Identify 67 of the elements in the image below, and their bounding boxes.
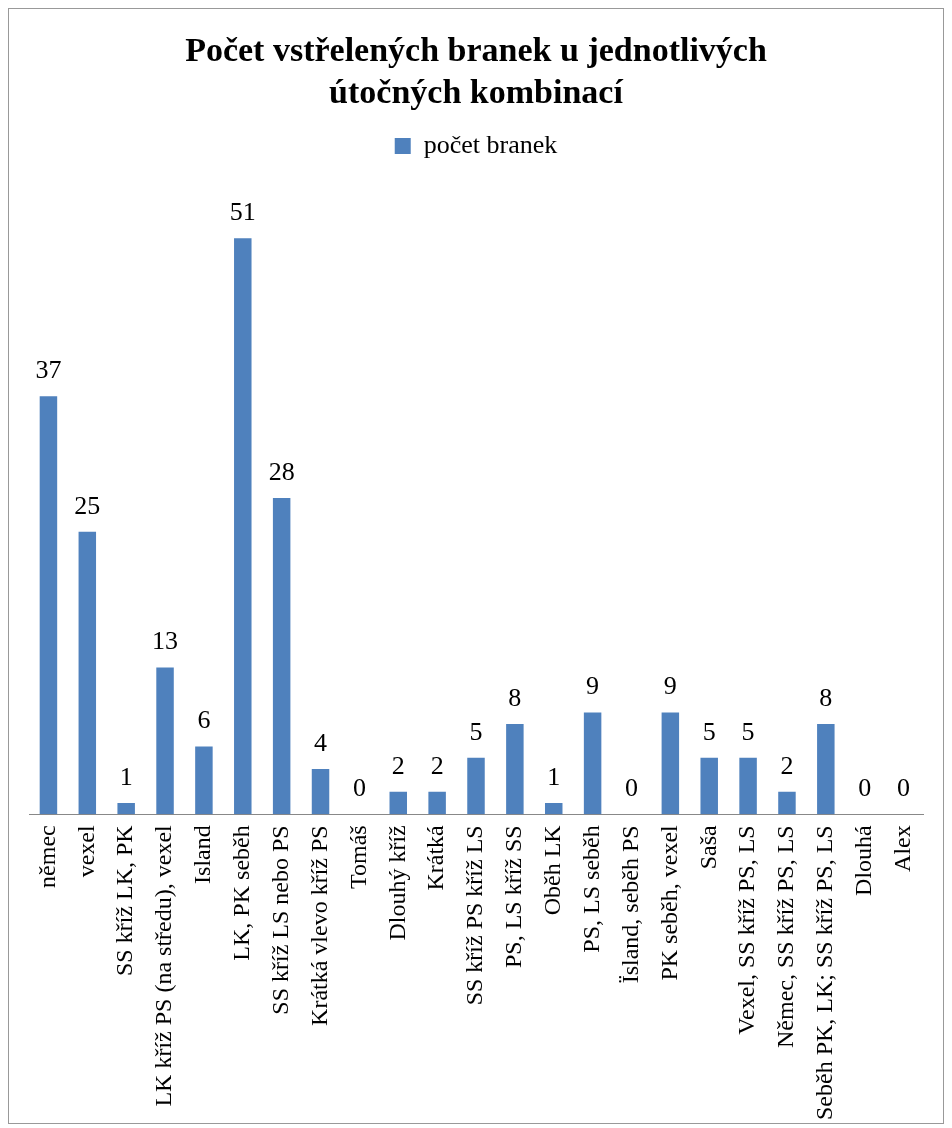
x-tick-label: PS, LS seběh <box>577 825 604 953</box>
x-tick-label: Seběh PK, LK; SS kříž PS, LS <box>811 825 838 1120</box>
x-tick-label: Krátká <box>422 824 449 891</box>
x-tick-label: Island <box>189 825 216 884</box>
bar <box>389 791 408 815</box>
data-label: 5 <box>469 716 483 746</box>
x-tick-label: Oběh LK <box>539 824 566 916</box>
bar <box>234 238 252 815</box>
x-tick-label: Saša <box>694 824 721 870</box>
x-tick-label: Dlouhý kříž <box>383 825 410 941</box>
bar <box>661 712 680 815</box>
data-label: 51 <box>229 196 256 226</box>
x-tick-label: Tomáš <box>344 825 371 889</box>
data-label: 8 <box>508 682 522 712</box>
data-label: 2 <box>391 750 405 780</box>
data-label: 9 <box>663 671 677 701</box>
bar <box>311 769 330 815</box>
data-label: 0 <box>897 773 911 803</box>
x-tick-label: Dlouhá <box>849 824 876 896</box>
bar <box>778 791 796 815</box>
data-label: 13 <box>152 626 179 656</box>
data-label: 28 <box>268 456 295 486</box>
x-tick-label: němec <box>33 825 60 888</box>
data-label: 25 <box>74 490 101 520</box>
data-label: 4 <box>314 727 328 757</box>
data-label: 0 <box>858 773 872 803</box>
x-tick-label: SS kříž PS kříž LS <box>461 825 488 1006</box>
data-label: 2 <box>780 750 794 780</box>
bar <box>156 667 174 815</box>
data-label: 0 <box>624 773 638 803</box>
chart-title: Počet vstřelených branek u jednotlivých útočných kombinací <box>184 30 768 112</box>
x-tick-label: Ïsland, seběh PS <box>616 825 643 984</box>
bar <box>544 803 563 815</box>
bar <box>428 791 446 815</box>
data-label: 5 <box>702 716 716 746</box>
data-label: 8 <box>819 682 833 712</box>
x-tick-label: SS kříž LK, PK <box>111 824 138 976</box>
bar <box>78 531 97 815</box>
bar <box>739 757 757 815</box>
data-label: 0 <box>352 773 366 803</box>
x-tick-label: LK, PK seběh <box>228 825 255 961</box>
x-tick-label: SS kříž LS nebo PS <box>266 825 293 1015</box>
bar <box>817 723 835 815</box>
bar <box>506 723 524 815</box>
bar <box>467 757 485 815</box>
bar <box>272 497 291 815</box>
x-tick-label: vexel <box>72 824 99 878</box>
x-tick-label: Němec, SS kříž PS, LS <box>772 825 799 1048</box>
x-tick-label: PS, LS kříž SS <box>500 825 527 969</box>
data-label: 9 <box>586 671 600 701</box>
x-tick-label: Alex <box>888 825 915 872</box>
x-tick-label: PK seběh, vexel <box>655 824 682 981</box>
bar <box>39 396 58 815</box>
data-label: 1 <box>547 761 561 791</box>
data-label: 6 <box>197 705 211 735</box>
data-label: 5 <box>741 716 755 746</box>
x-tick-label: Krátká vlevo kříž PS <box>305 825 332 1026</box>
bar <box>195 746 213 815</box>
data-label: 37 <box>35 355 62 385</box>
data-label: 2 <box>430 750 444 780</box>
legend-label: počet branek <box>423 129 558 159</box>
bar <box>117 803 135 815</box>
data-label: 1 <box>119 761 133 791</box>
x-tick-label: Vexel, SS kříž PS, LS <box>733 825 760 1035</box>
x-tick-label: LK kříž PS (na středu), vexel <box>150 824 177 1107</box>
bar <box>700 757 718 815</box>
bar <box>583 712 602 815</box>
